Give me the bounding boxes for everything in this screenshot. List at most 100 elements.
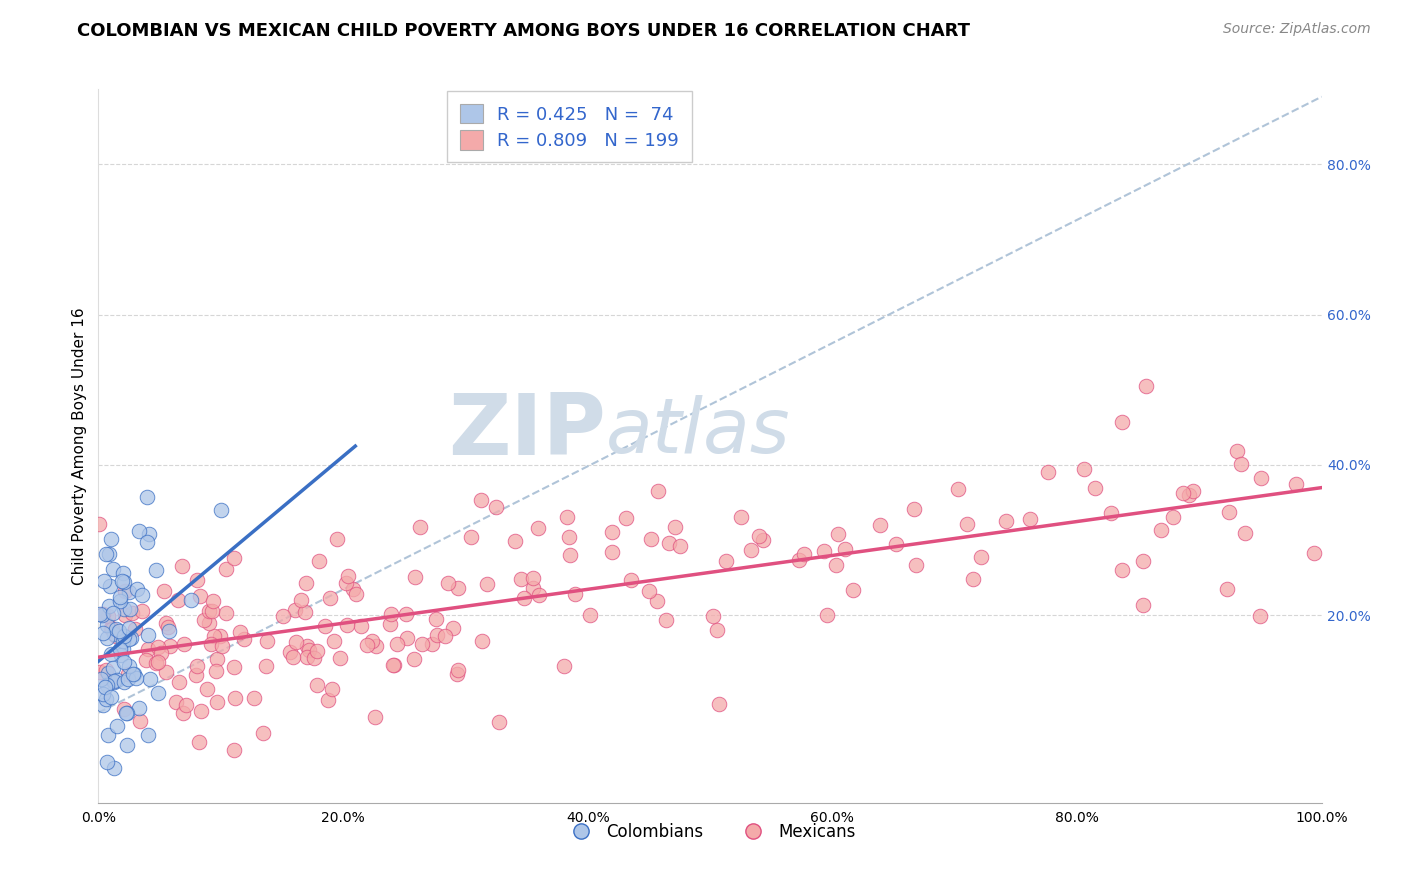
Point [112,655,135,669]
Point [637,583,659,598]
Point [112,566,135,581]
Text: Source: ZipAtlas.com: Source: ZipAtlas.com [1223,22,1371,37]
Point [364,710,387,724]
Point [155,616,177,631]
Point [336,618,359,632]
Point [344,587,367,601]
Point [284,603,307,617]
Point [135,534,157,549]
Point [112,641,135,656]
Point [1111,563,1133,577]
Point [271,609,294,624]
Point [702,609,724,624]
Point [89,665,111,679]
Point [209,629,232,643]
Point [1178,488,1201,502]
Point [190,704,212,718]
Point [1171,486,1194,500]
Point [145,657,167,671]
Point [314,619,336,633]
Point [128,524,150,539]
Point [112,629,135,643]
Point [488,714,510,729]
Point [146,685,169,699]
Point [380,617,402,632]
Point [433,629,456,643]
Point [169,675,191,690]
Point [714,553,737,567]
Point [342,582,364,597]
Point [748,529,770,543]
Point [522,571,544,585]
Point [793,547,815,561]
Point [173,637,195,651]
Point [103,562,125,576]
Point [447,663,470,677]
Point [115,706,138,720]
Point [655,613,678,627]
Point [426,628,449,642]
Point [1099,507,1122,521]
Point [1226,444,1249,458]
Point [193,613,215,627]
Y-axis label: Child Poverty Among Boys Under 16: Child Poverty Among Boys Under 16 [72,307,87,585]
Point [380,607,402,621]
Point [112,675,135,690]
Point [337,569,360,583]
Point [136,641,159,656]
Point [204,665,226,679]
Point [616,510,638,524]
Point [321,681,343,696]
Point [441,621,464,635]
Point [834,541,856,556]
Point [156,620,179,634]
Point [124,671,146,685]
Point [96,631,118,645]
Point [787,553,810,567]
Point [578,607,600,622]
Point [256,659,278,673]
Point [437,576,460,591]
Point [87,516,110,531]
Point [319,591,342,605]
Point [186,573,208,587]
Point [97,666,120,681]
Point [884,537,907,551]
Point [295,640,318,654]
Point [202,629,225,643]
Point [149,646,172,660]
Point [176,698,198,712]
Point [101,622,124,636]
Point [411,637,433,651]
Point [294,605,316,619]
Point [114,607,136,622]
Text: atlas: atlas [606,395,790,468]
Point [1218,505,1240,519]
Point [529,588,551,602]
Point [1073,461,1095,475]
Point [295,576,318,591]
Point [136,728,159,742]
Point [108,624,131,638]
Point [124,622,146,636]
Point [128,701,150,715]
Point [903,501,925,516]
Point [186,658,208,673]
Point [97,608,120,623]
Point [510,572,533,586]
Point [1038,465,1060,479]
Point [131,588,153,602]
Point [91,607,114,621]
Point [813,544,835,558]
Point [730,509,752,524]
Point [172,706,194,720]
Point [323,634,346,648]
Point [101,606,124,620]
Point [1150,523,1173,537]
Point [91,625,114,640]
Point [243,691,266,706]
Point [647,483,669,498]
Point [361,633,384,648]
Point [1250,471,1272,485]
Point [129,714,152,728]
